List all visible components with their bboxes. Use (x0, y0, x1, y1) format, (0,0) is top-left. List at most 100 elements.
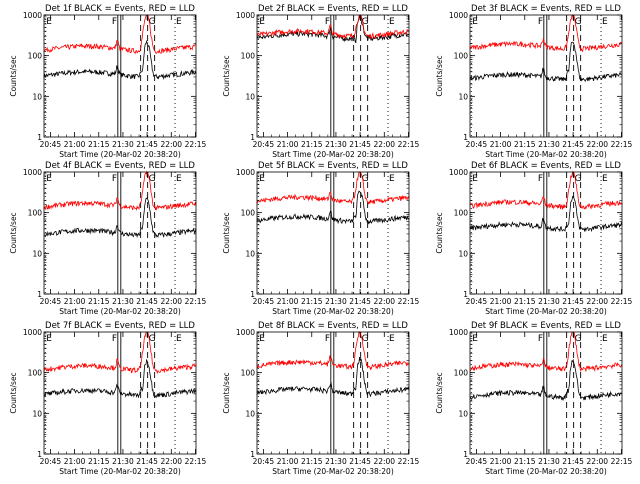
marker-label-e: E (472, 17, 478, 27)
marker-label-g: G (149, 334, 156, 344)
y-tick-label: 1 (250, 290, 255, 299)
y-tick-label: 1000 (23, 11, 42, 20)
marker-label-e: E (259, 334, 265, 344)
y-tick-label: 100 (454, 52, 469, 61)
x-tick-label: 21:45 (349, 457, 371, 466)
y-tick-label: 10 (458, 249, 468, 258)
marker-label-f: F (112, 334, 117, 344)
x-tick-label: 21:45 (136, 140, 158, 149)
x-axis-label: Start Time (20-Mar-02 20:38:20) (59, 150, 181, 159)
chart-panel-6: Det 6f BLACK = Events, RED = LLD E F G E 1 10 1… (435, 161, 632, 316)
plot-frame (256, 171, 410, 295)
y-tick-label: 1000 (449, 328, 468, 337)
y-axis-label: Counts/sec (222, 55, 231, 96)
x-tick-label: 20:45 (466, 140, 488, 149)
x-tick-label: 21:15 (514, 140, 536, 149)
y-tick-label: 10 (245, 249, 255, 258)
x-tick-label: 22:00 (586, 297, 608, 306)
marker-label-e: E (472, 334, 478, 344)
series-events-line (43, 39, 197, 80)
marker-label-f: F (112, 17, 117, 27)
x-axis-label: Start Time (20-Mar-02 20:38:20) (485, 467, 607, 476)
x-tick-label: 21:00 (277, 140, 299, 149)
y-tick-label: 1000 (236, 11, 255, 20)
y-tick-label: 1000 (236, 168, 255, 177)
x-tick-label: 22:15 (398, 457, 420, 466)
x-tick-label: 22:00 (160, 457, 182, 466)
y-tick-label: 10 (32, 409, 42, 418)
y-axis-label: Counts/sec (9, 55, 18, 96)
x-tick-label: 21:30 (325, 457, 347, 466)
x-tick-label: 21:15 (88, 457, 110, 466)
x-tick-label: 21:15 (301, 297, 323, 306)
chart-panel-9: Det 9f BLACK = Events, RED = LLD E F G E 1 10 1… (435, 321, 632, 476)
y-tick-label: 1 (37, 450, 42, 459)
series-events-line (43, 196, 197, 239)
x-tick-label: 22:15 (611, 457, 633, 466)
x-tick-label: 20:45 (466, 457, 488, 466)
x-tick-label: 20:45 (40, 297, 62, 306)
y-tick-label: 100 (241, 52, 256, 61)
y-tick-label: 10 (458, 92, 468, 101)
x-tick-label: 21:00 (490, 297, 512, 306)
y-tick-label: 100 (28, 52, 43, 61)
marker-label-e: E (259, 17, 265, 27)
x-tick-label: 21:30 (112, 140, 134, 149)
x-tick-label: 21:30 (112, 457, 134, 466)
marker-label-f: F (325, 334, 330, 344)
marker-label-e: E (176, 17, 182, 27)
x-axis-label: Start Time (20-Mar-02 20:38:20) (59, 467, 181, 476)
chart-panel-2: Det 2f BLACK = Events, RED = LLD E F G E 1 10 1… (222, 4, 419, 159)
marker-label-e: E (259, 174, 265, 184)
x-tick-label: 21:45 (136, 297, 158, 306)
x-tick-label: 22:00 (160, 140, 182, 149)
series-events-line (469, 358, 623, 402)
plot-frame (469, 14, 623, 138)
chart-title: Det 3f BLACK = Events, RED = LLD (471, 4, 621, 14)
marker-label-e: E (602, 334, 608, 344)
marker-label-e: E (46, 174, 52, 184)
plot-frame (256, 331, 410, 455)
x-tick-label: 20:45 (40, 457, 62, 466)
x-tick-label: 22:15 (611, 297, 633, 306)
x-tick-label: 22:15 (398, 297, 420, 306)
series-lld-line (256, 14, 410, 40)
marker-label-f: F (112, 174, 117, 184)
marker-label-e: E (176, 174, 182, 184)
series-lld-line (469, 331, 623, 373)
x-tick-label: 21:30 (538, 140, 560, 149)
y-tick-label: 1000 (23, 328, 42, 337)
series-events-line (256, 15, 410, 44)
marker-label-g: G (149, 174, 156, 184)
x-tick-label: 22:15 (398, 140, 420, 149)
y-tick-label: 1000 (449, 168, 468, 177)
y-tick-label: 1 (463, 290, 468, 299)
y-tick-label: 100 (454, 209, 469, 218)
x-axis-label: Start Time (20-Mar-02 20:38:20) (272, 150, 394, 159)
y-axis-label: Counts/sec (435, 372, 444, 413)
x-tick-label: 21:15 (514, 457, 536, 466)
x-tick-label: 21:30 (112, 297, 134, 306)
y-tick-label: 10 (32, 249, 42, 258)
x-tick-label: 22:15 (185, 140, 207, 149)
y-tick-label: 1 (463, 133, 468, 142)
y-axis-label: Counts/sec (9, 372, 18, 413)
chart-panel-4: Det 4f BLACK = Events, RED = LLD E F G E 1 10 1… (9, 161, 206, 316)
marker-label-f: F (538, 174, 543, 184)
y-tick-label: 1 (250, 133, 255, 142)
series-events-line (256, 190, 409, 225)
marker-label-f: F (325, 174, 330, 184)
x-tick-label: 22:00 (586, 140, 608, 149)
marker-label-e: E (602, 17, 608, 27)
plot-frame (43, 331, 197, 455)
x-axis-label: Start Time (20-Mar-02 20:38:20) (59, 307, 181, 316)
x-tick-label: 21:30 (538, 297, 560, 306)
x-tick-label: 20:45 (253, 140, 275, 149)
x-tick-label: 21:30 (325, 140, 347, 149)
chart-title: Det 9f BLACK = Events, RED = LLD (471, 321, 621, 331)
chart-title: Det 1f BLACK = Events, RED = LLD (45, 4, 195, 14)
plot-frame (43, 171, 197, 295)
plot-frame (469, 331, 623, 455)
x-tick-label: 21:30 (325, 297, 347, 306)
